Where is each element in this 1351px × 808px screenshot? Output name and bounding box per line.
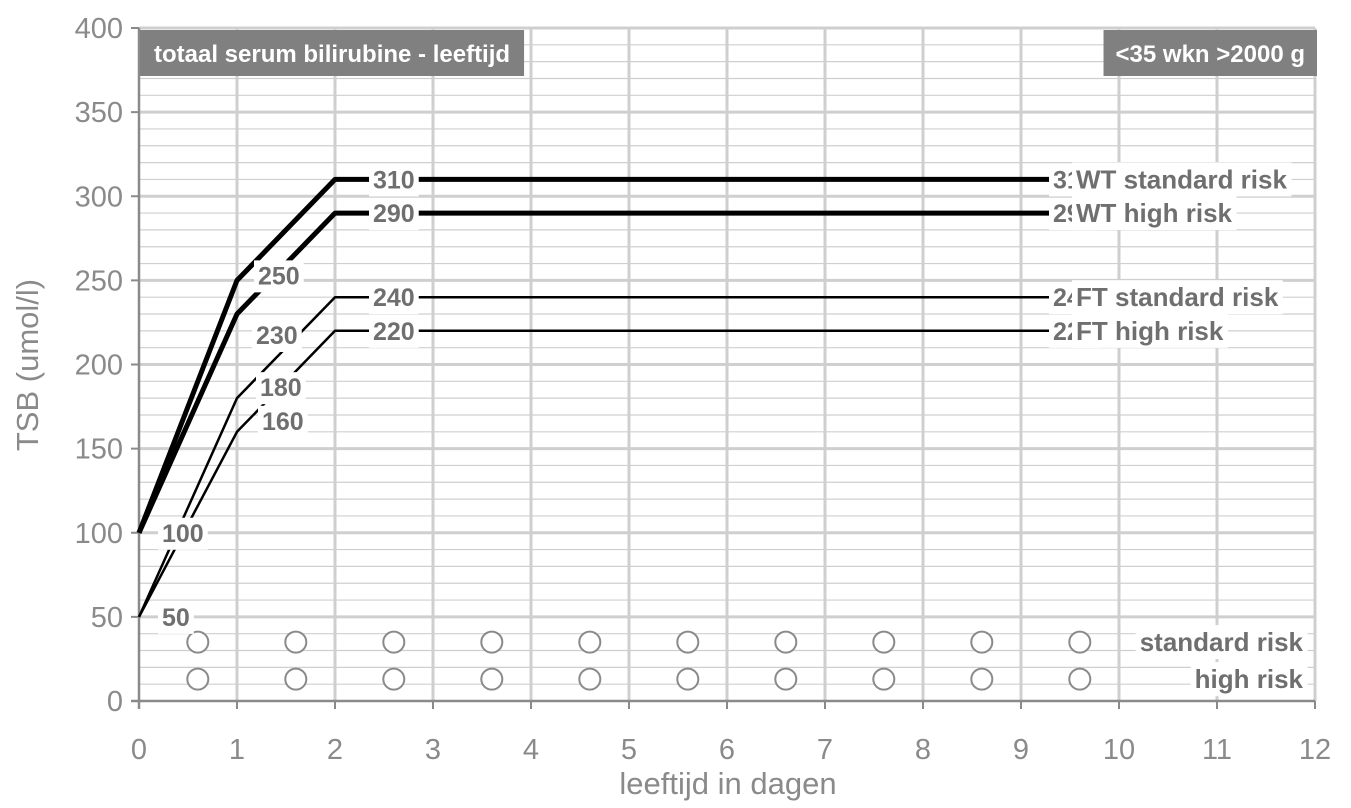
x-tick-label: 9 [1013, 734, 1029, 766]
x-tick-label: 5 [621, 734, 637, 766]
risk-marker-circle [676, 667, 700, 691]
start-value-label-bg [158, 517, 208, 550]
y-axis-title: TSB (umol/l) [10, 279, 45, 451]
y-tick-label: 200 [75, 350, 123, 382]
x-tick-label: 2 [327, 734, 343, 766]
x-axis-title: leeftijd in dagen [619, 766, 836, 801]
risk-marker-circle [186, 630, 210, 654]
day1-value-label-bg [256, 372, 306, 405]
day2-value-label-bg [369, 282, 419, 315]
day2-value-label: 290 [373, 200, 415, 228]
y-tick-label: 300 [75, 181, 123, 213]
risk-marker-label-bg [1190, 662, 1308, 697]
start-value-label: 50 [162, 604, 190, 632]
x-tick-label: 12 [1299, 734, 1331, 766]
subtitle-box [1103, 30, 1317, 76]
risk-marker-label: standard risk [1140, 627, 1304, 657]
day1-value-label: 180 [260, 374, 302, 402]
day1-value-label-bg [258, 405, 308, 438]
day2-value-label-bg [369, 315, 419, 348]
x-tick-label: 11 [1202, 734, 1232, 766]
risk-marker-circle [774, 630, 798, 654]
risk-marker-circle [970, 667, 994, 691]
risk-marker-circle [382, 630, 406, 654]
risk-marker-circle [480, 667, 504, 691]
risk-marker-circle [676, 630, 700, 654]
day2-value-label: 240 [373, 284, 415, 312]
chart-header: totaal serum bilirubine - leeftijd <35 w… [140, 30, 1317, 76]
series-name-label: FT high risk [1076, 316, 1224, 346]
y-tick-label: 250 [75, 265, 123, 297]
day1-value-label: 230 [256, 322, 298, 350]
risk-marker-circle [970, 630, 994, 654]
risk-marker-circle [578, 667, 602, 691]
title-box [140, 30, 525, 76]
risk-marker-circle [186, 667, 210, 691]
chart-subtitle: <35 wkn >2000 g [1116, 41, 1305, 68]
risk-marker-label: high risk [1195, 664, 1304, 694]
y-tick-label: 0 [107, 686, 123, 718]
series-name-label: WT standard risk [1076, 164, 1287, 194]
chart-title: totaal serum bilirubine - leeftijd [154, 41, 510, 68]
day2-value-label: 310 [373, 166, 415, 194]
risk-markers [186, 630, 1092, 691]
risk-marker-circle [1068, 667, 1092, 691]
series-name-label-bg [1072, 280, 1283, 315]
x-tick-label: 3 [425, 734, 441, 766]
series-name-label-bg [1072, 196, 1237, 231]
x-tick-label: 1 [229, 734, 245, 766]
risk-marker-circle [284, 667, 308, 691]
y-tick-label: 400 [75, 13, 123, 45]
series-name-label-bg [1072, 313, 1228, 348]
series-name-label: FT standard risk [1076, 282, 1279, 312]
x-tick-label: 6 [719, 734, 735, 766]
series-name-label: WT high risk [1076, 198, 1233, 228]
value-labels: 250310310WT standard risk230290290WT hig… [158, 162, 1308, 697]
y-tick-label: 350 [75, 97, 123, 129]
day1-value-label-bg [252, 320, 302, 353]
series-name-label-bg [1072, 162, 1292, 197]
x-tick-label: 4 [523, 734, 539, 766]
y-tick-label: 100 [75, 518, 123, 550]
day1-value-label: 160 [262, 408, 304, 436]
x-tick-label: 7 [817, 734, 833, 766]
day2-value-label-bg [369, 164, 419, 197]
y-tick-label: 150 [75, 434, 123, 466]
risk-marker-circle [872, 667, 896, 691]
risk-marker-circle [774, 667, 798, 691]
start-value-label: 100 [162, 520, 204, 548]
x-tick-label: 10 [1103, 734, 1135, 766]
risk-marker-circle [284, 630, 308, 654]
day2-value-label: 220 [373, 318, 415, 346]
series-line [136, 176, 1070, 534]
x-tick-label: 8 [915, 734, 931, 766]
start-value-label-bg [158, 601, 194, 634]
grid [139, 26, 1317, 701]
risk-marker-circle [578, 630, 602, 654]
x-tick-label: 0 [131, 734, 147, 766]
risk-marker-circle [480, 630, 504, 654]
day2-value-label-bg [369, 198, 419, 231]
risk-marker-circle [872, 630, 896, 654]
day1-value-label-bg [254, 260, 304, 293]
day1-value-label: 250 [258, 262, 300, 290]
risk-marker-circle [1068, 630, 1092, 654]
y-tick-label: 50 [91, 602, 123, 634]
risk-marker-label-bg [1135, 625, 1308, 660]
risk-marker-circle [382, 667, 406, 691]
